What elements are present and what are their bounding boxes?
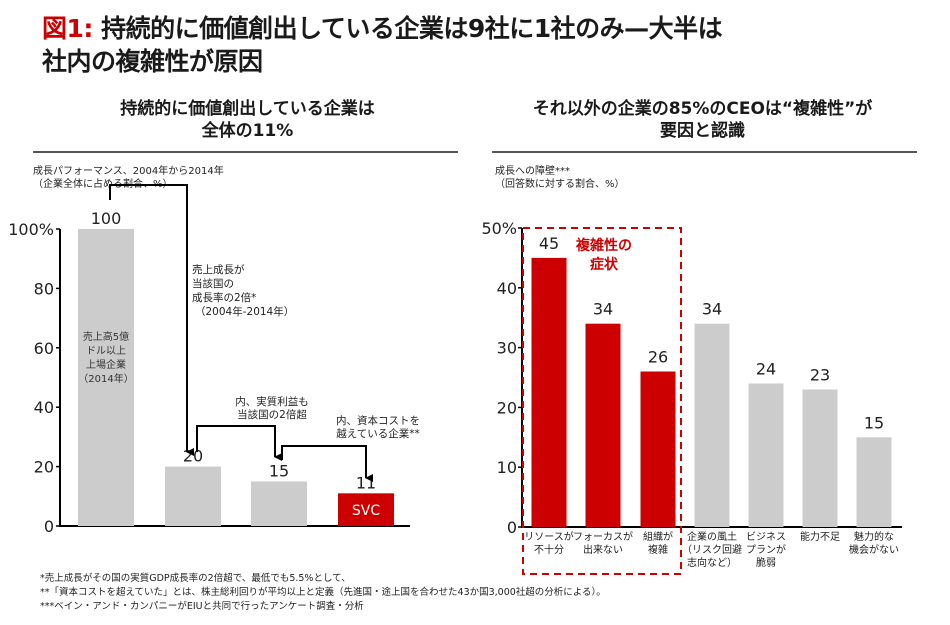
y-tick-label: 50% <box>481 219 517 238</box>
bar <box>585 323 621 527</box>
bar <box>165 466 221 526</box>
annotation-text: 売上成長が <box>192 263 245 276</box>
annotation-text: 内、実質利益も <box>235 395 309 408</box>
bar <box>856 437 892 527</box>
bar-inner-label: 売上高5億 <box>83 330 129 343</box>
bar-value-label: 45 <box>539 234 559 253</box>
y-tick-label: 80 <box>34 279 54 298</box>
connector-line <box>109 184 188 262</box>
bar-value-label: 26 <box>648 348 668 367</box>
annotation-text: 当該国の <box>192 277 234 290</box>
bar-value-label: 15 <box>864 413 884 432</box>
bar-value-label: 20 <box>183 447 203 466</box>
category-label: 複雑 <box>648 543 668 556</box>
bar <box>531 257 567 527</box>
category-label: ビジネス <box>746 531 786 543</box>
title-line-2: 社内の複雑性が原因 <box>42 47 263 76</box>
right-note-line-2: （回答数に対する割合、%） <box>495 179 625 190</box>
bar <box>338 493 394 526</box>
category-label: 企業の風土 <box>687 530 737 543</box>
category-label: （リスク回避 <box>682 543 742 556</box>
bar <box>251 481 307 526</box>
svc-label: SVC <box>352 503 380 519</box>
category-label: 出来ない <box>583 543 623 556</box>
bar-value-label: 100 <box>91 209 122 228</box>
bar <box>694 323 730 527</box>
bar <box>802 389 838 527</box>
figure-label: 図1: <box>42 14 93 43</box>
left-note-line-1: 成長パフォーマンス、2004年から2014年 <box>33 166 224 177</box>
right-subtitle-line-2: 要因と認識 <box>660 121 745 141</box>
footnote-2: **「資本コストを超えていた」とは、株主総利回りが平均以上と定義（先進国・途上国… <box>40 587 606 598</box>
bar-value-label: 15 <box>269 461 289 480</box>
group-label-line-1: 複雑性の <box>575 237 632 254</box>
annotation-text: 内、資本コストを <box>336 414 420 427</box>
arrow-to-bar-4 <box>281 445 373 482</box>
bar-value-label: 34 <box>593 300 613 319</box>
category-label: 機会がない <box>849 543 899 556</box>
category-label: 志向など） <box>687 556 737 569</box>
y-tick-label: 40 <box>34 398 54 417</box>
y-tick-label: 40 <box>497 279 517 298</box>
y-tick-label: 100% <box>8 220 54 239</box>
left-axis-note: 成長パフォーマンス、2004年から2014年 （企業全体に占める割合、%） <box>33 165 224 191</box>
category-label: リソースが <box>524 530 574 543</box>
right-subtitle-line-1: それ以外の企業の85%のCEOは“複雑性”が <box>532 99 873 119</box>
bar <box>640 371 676 527</box>
left-note-line-2: （企業全体に占める割合、%） <box>33 179 173 190</box>
bar-value-label: 24 <box>756 359 776 378</box>
y-tick-label: 0 <box>44 517 54 536</box>
title-line-1: 持続的に価値創出している企業は9社に1社のみ—大半は <box>101 14 723 43</box>
category-label: 魅力的な <box>854 530 894 543</box>
annotation-text: 越えている企業** <box>336 427 419 440</box>
footnote-3: ***ベイン・アンド・カンパニーがEIUと共同で行ったアンケート調査・分析 <box>40 601 364 612</box>
category-label: プランが <box>746 543 786 556</box>
y-tick-label: 0 <box>507 518 517 537</box>
annotation-text: （2004年-2014年） <box>195 305 294 318</box>
left-subtitle-line-2: 全体の11% <box>201 121 294 141</box>
category-label: 脆弱 <box>756 556 776 569</box>
y-tick-label: 30 <box>497 339 517 358</box>
arrow-to-bar-3 <box>196 425 282 461</box>
y-tick-label: 20 <box>497 398 517 417</box>
bar-inner-label: （2014年） <box>78 372 133 385</box>
bar <box>748 383 784 527</box>
right-divider <box>492 151 917 153</box>
category-label: 能力不足 <box>800 530 840 543</box>
annotation-text: 当該国の2倍超 <box>237 408 307 421</box>
left-divider <box>33 151 458 153</box>
right-axis-note: 成長への障壁*** （回答数に対する割合、%） <box>495 165 625 191</box>
category-label: 不十分 <box>534 543 564 556</box>
bar-value-label: 34 <box>702 300 722 319</box>
bar-inner-label: ドル以上 <box>86 345 126 357</box>
left-y-axis: 100% 80 60 40 20 0 <box>8 220 410 536</box>
category-label: 組織が <box>643 530 673 543</box>
footnote-1: *売上成長がその国の実質GDP成長率の2倍超で、最低でも5.5%として、 <box>40 573 351 584</box>
figure-title: 図1: 持続的に価値創出している企業は9社に1社のみ—大半は 社内の複雑性が原因 <box>42 12 922 78</box>
right-note-line-1: 成長への障壁*** <box>495 166 570 177</box>
bar-inner-label: 上場企業 <box>86 358 126 371</box>
y-tick-label: 10 <box>497 458 517 477</box>
y-tick-label: 60 <box>34 339 54 358</box>
category-label: フォーカスが <box>573 530 633 543</box>
bar <box>78 229 134 526</box>
bar-value-label: 23 <box>810 365 830 384</box>
y-tick-label: 20 <box>34 458 54 477</box>
group-label-line-2: 症状 <box>590 256 619 273</box>
left-subtitle-line-1: 持続的に価値創出している企業は <box>120 99 375 119</box>
left-subtitle: 持続的に価値創出している企業は 全体の11% <box>40 98 455 142</box>
right-subtitle: それ以外の企業の85%のCEOは“複雑性”が 要因と認識 <box>490 98 915 142</box>
complexity-dashed-box <box>522 227 682 575</box>
annotation-text: 成長率の2倍* <box>192 291 256 304</box>
